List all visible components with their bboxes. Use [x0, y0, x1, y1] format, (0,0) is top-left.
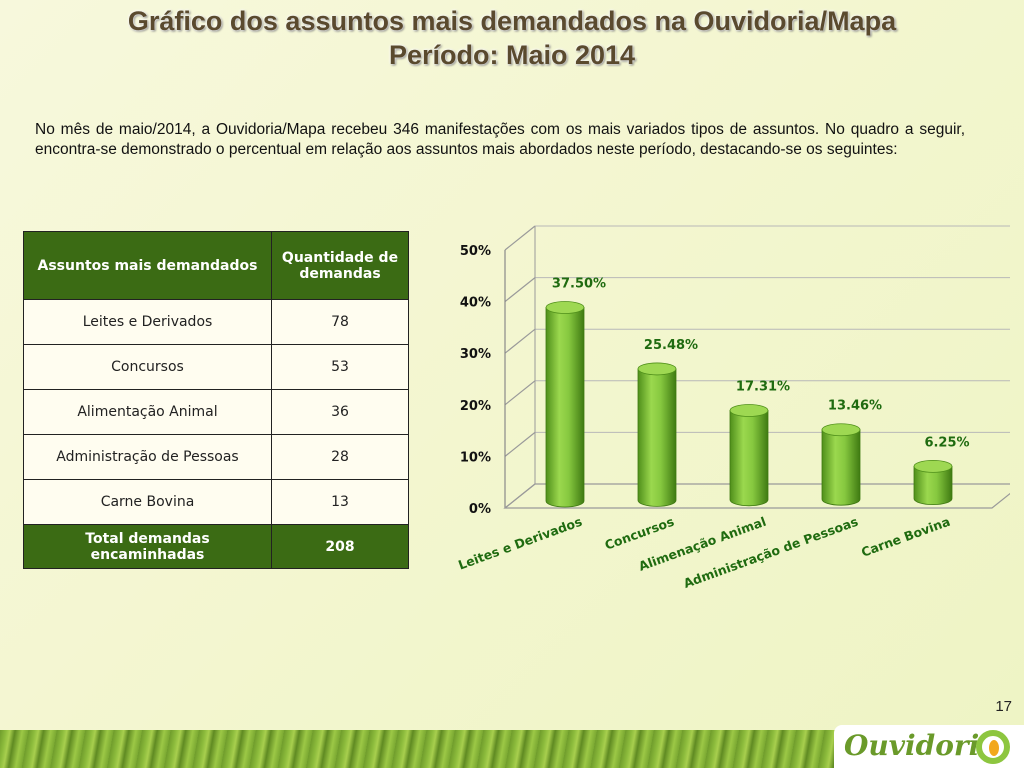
y-tick-label: 30% [460, 347, 491, 362]
subject-cell: Carne Bovina [23, 479, 272, 525]
subject-cell: Concursos [23, 344, 272, 390]
bar-body [545, 307, 585, 508]
bar [913, 459, 953, 505]
count-cell: 28 [271, 434, 409, 480]
total-label-cell: Total demandas encaminhadas [23, 524, 272, 569]
bar [821, 423, 861, 506]
data-label: 37.50% [552, 277, 606, 292]
data-label: 13.46% [828, 399, 882, 414]
y-tick-label: 40% [460, 296, 491, 311]
bar-top [729, 404, 769, 417]
count-cell: 36 [271, 389, 409, 435]
x-tick-label: Carne Bovina [859, 514, 952, 560]
bar [545, 301, 585, 508]
y-tick-label: 20% [460, 399, 491, 414]
bar-body [637, 368, 677, 507]
bar-top [821, 423, 861, 437]
table-row: Administração de Pessoas 28 [23, 434, 409, 480]
chart-grid [503, 225, 1010, 509]
subject-cell: Alimentação Animal [23, 389, 272, 435]
chart-bars [545, 301, 953, 508]
bar-body [913, 465, 953, 505]
header-subject: Assuntos mais demandados [23, 231, 272, 300]
gridline-side [504, 431, 536, 457]
title-line-1: Gráfico dos assuntos mais demandados na … [127, 6, 897, 36]
table-row: Carne Bovina 13 [23, 479, 409, 525]
subject-cell: Leites e Derivados [23, 299, 272, 345]
gridline-side [504, 277, 536, 303]
data-label: 6.25% [924, 435, 969, 450]
table-row: Leites e Derivados 78 [23, 299, 409, 345]
page-title: Gráfico dos assuntos mais demandados na … [0, 4, 1024, 72]
gridline-side [504, 328, 536, 354]
gridline-side [504, 380, 536, 406]
intro-paragraph: No mês de maio/2014, a Ouvidoria/Mapa re… [35, 121, 965, 158]
count-cell: 13 [271, 479, 409, 525]
bar-top [913, 459, 953, 473]
subject-cell: Administração de Pessoas [23, 434, 272, 480]
bar-chart: 0% 10% 20% 30% 40% 50% 37.50% Leites e Derivado… [456, 225, 1010, 591]
chart-labels: 0% 10% 20% 30% 40% 50% 37.50% Leites e Derivado… [456, 244, 969, 591]
gridline-side [504, 225, 536, 251]
count-cell: 53 [271, 344, 409, 390]
y-tick-label: 0% [469, 502, 491, 517]
header-count: Quantidade de demandas [271, 231, 409, 300]
y-tick-label: 50% [460, 244, 491, 259]
page-number: 17 [995, 698, 1012, 715]
ouvidoria-logo: Ouvidoria [834, 725, 1024, 768]
total-value-cell: 208 [271, 524, 409, 569]
data-label: 25.48% [644, 338, 698, 353]
logo-ring-icon [976, 730, 1010, 764]
x-tick-label: Administração de Pessoas [681, 514, 860, 591]
x-tick-label: Leites e Derivados [456, 514, 584, 573]
table-row: Alimentação Animal 36 [23, 389, 409, 435]
bar-body [821, 429, 861, 506]
data-label: 17.31% [736, 379, 790, 394]
bar-top [637, 362, 677, 376]
table-header-row: Assuntos mais demandados Quantidade de d… [23, 231, 409, 300]
x-tick-label: Concursos [603, 514, 676, 553]
chart-floor [503, 483, 1010, 509]
count-cell: 78 [271, 299, 409, 345]
bar [637, 362, 677, 507]
table-total-row: Total demandas encaminhadas 208 [23, 524, 409, 569]
y-tick-label: 10% [460, 450, 491, 465]
bar-top [545, 301, 585, 314]
table-row: Concursos 53 [23, 344, 409, 390]
subjects-table: Assuntos mais demandados Quantidade de d… [23, 231, 409, 569]
bar [729, 404, 769, 507]
title-line-2: Período: Maio 2014 [388, 40, 636, 70]
bar-body [729, 410, 769, 507]
logo-text: Ouvidoria [844, 729, 998, 762]
